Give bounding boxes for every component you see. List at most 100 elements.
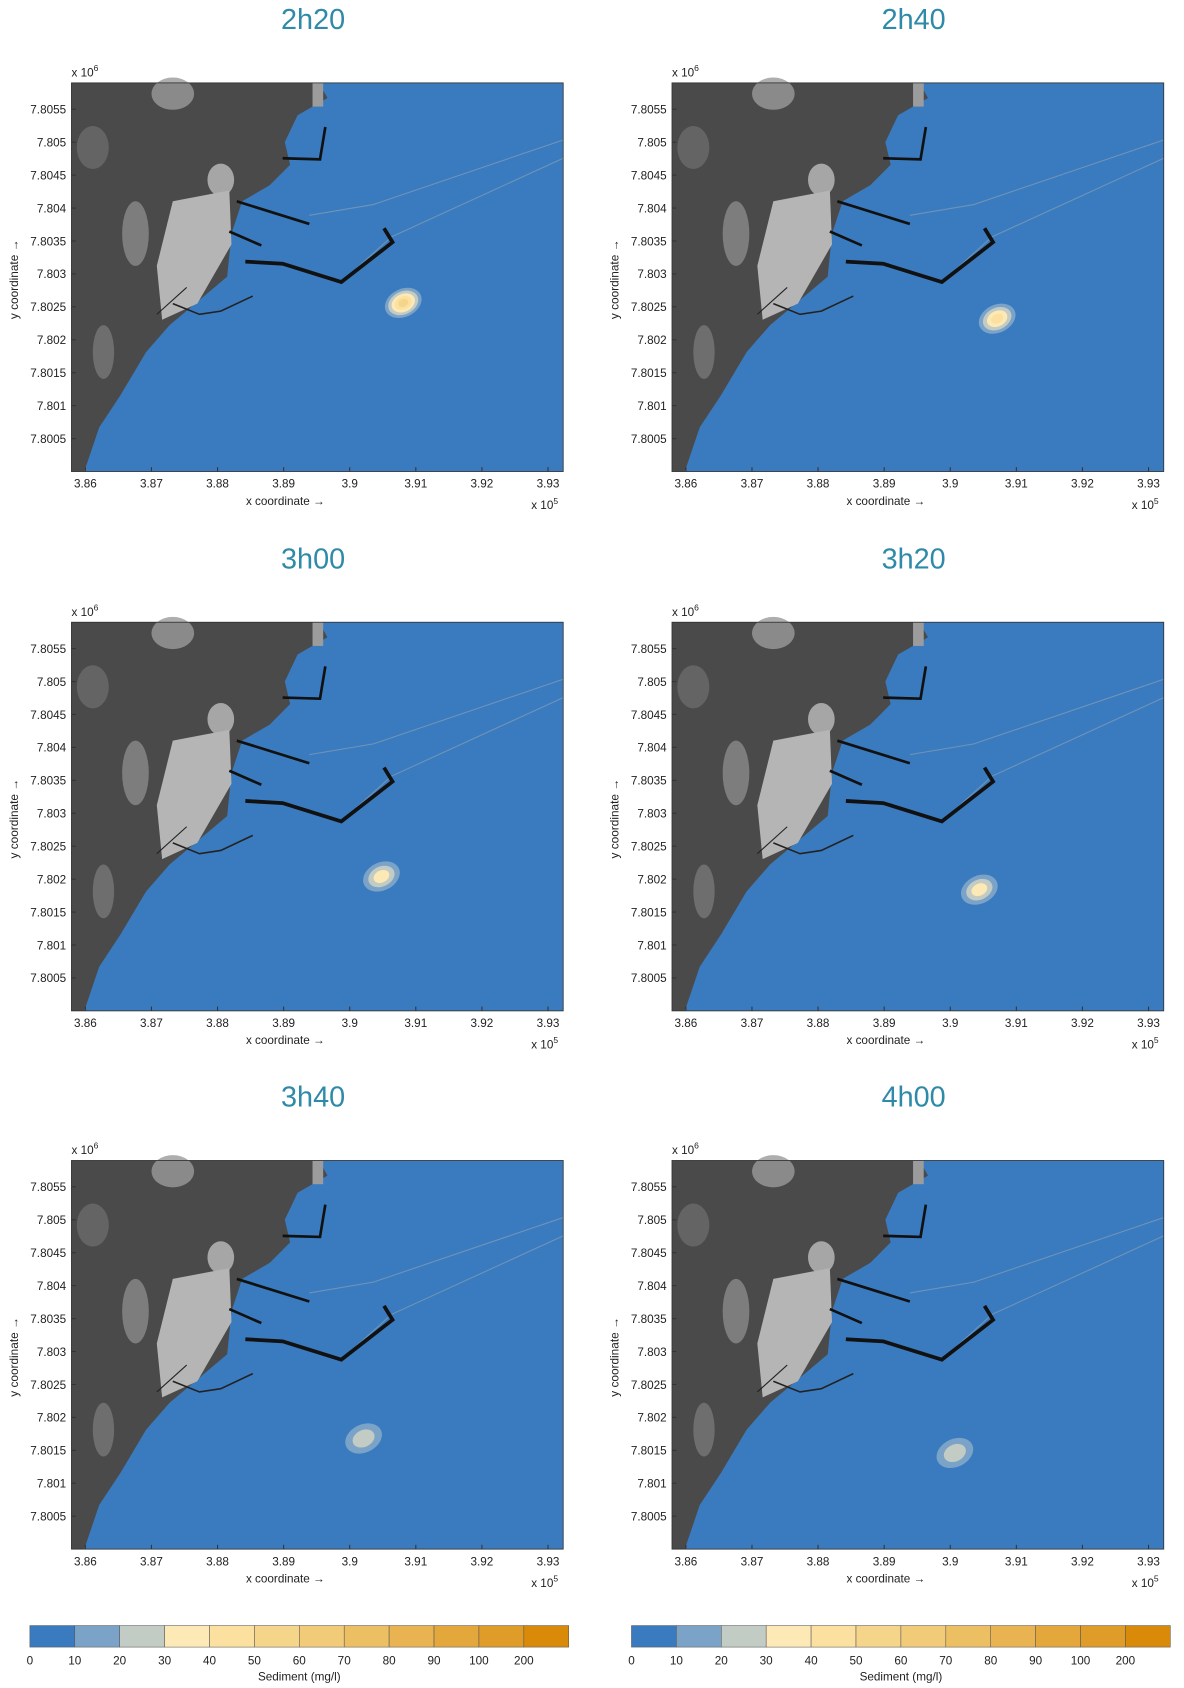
colorbar-segment	[1081, 1626, 1126, 1648]
y-multiplier-exp: 6	[94, 1141, 99, 1151]
colorbar-segment	[856, 1626, 901, 1648]
y-multiplier-exp: 6	[94, 63, 99, 73]
colorbar-label: 60	[894, 1654, 907, 1667]
map	[71, 1155, 563, 1549]
colorbar-label: 100	[1071, 1654, 1091, 1667]
panel-title: 3h00	[281, 543, 345, 575]
x-axis-label: x coordinate →	[246, 495, 325, 508]
x-tick-label: 3.86	[674, 478, 697, 491]
y-tick-label: 7.802	[37, 1412, 66, 1425]
colorbar-label: 30	[158, 1654, 171, 1667]
y-tick-label: 7.8015	[30, 906, 66, 919]
y-tick-label: 7.8005	[30, 433, 66, 446]
y-tick-label: 7.802	[37, 873, 66, 886]
x-tick-label: 3.93	[537, 478, 560, 491]
colorbar-segment	[631, 1626, 676, 1648]
map	[672, 1155, 1164, 1549]
y-tick-label: 7.8025	[631, 1379, 667, 1392]
land-patch	[677, 1204, 709, 1247]
x-tick-label: 3.9	[942, 1017, 958, 1030]
x-tick-label: 3.89	[272, 478, 295, 491]
land-patch	[122, 741, 149, 806]
x-multiplier-exp: 5	[1154, 1573, 1159, 1583]
y-tick-label: 7.8045	[631, 709, 667, 722]
x-multiplier-exp: 5	[553, 496, 558, 506]
y-multiplier-exp: 6	[694, 63, 699, 73]
y-tick-label: 7.8025	[631, 840, 667, 853]
colorbar-label: 0	[27, 1654, 34, 1667]
colorbar-label: 40	[805, 1654, 818, 1667]
land-patch	[677, 665, 709, 708]
y-tick-label: 7.8005	[631, 433, 667, 446]
y-multiplier: x 106	[71, 63, 98, 79]
colorbar-segment	[209, 1626, 254, 1648]
y-axis-label: y coordinate →	[8, 1317, 21, 1397]
x-tick-label: 3.87	[741, 1555, 764, 1568]
x-multiplier-base: x 10	[1132, 1577, 1155, 1590]
y-tick-label: 7.8025	[631, 301, 667, 314]
colorbar-label: 60	[293, 1654, 306, 1667]
y-tick-label: 7.804	[37, 1280, 67, 1293]
y-axis-label: y coordinate →	[609, 240, 622, 320]
colorbar-label: 10	[670, 1654, 683, 1667]
y-tick-label: 7.8045	[631, 1247, 667, 1260]
y-multiplier-base: x 10	[71, 1144, 94, 1157]
colorbar-label: 40	[203, 1654, 216, 1667]
x-multiplier: x 105	[1132, 1035, 1159, 1051]
x-tick-label: 3.9	[342, 1017, 358, 1030]
x-multiplier: x 105	[1132, 496, 1159, 512]
colorbar-label: 50	[849, 1654, 862, 1667]
x-multiplier: x 105	[531, 1035, 558, 1051]
colorbar-title: Sediment (mg/l)	[860, 1670, 943, 1683]
x-multiplier-exp: 5	[1154, 496, 1159, 506]
x-tick-label: 3.87	[741, 478, 764, 491]
land-patch	[752, 78, 795, 110]
land-patch	[77, 126, 109, 169]
map	[672, 78, 1164, 472]
colorbar-segment	[389, 1626, 434, 1648]
x-tick-label: 3.93	[537, 1555, 560, 1568]
y-tick-label: 7.802	[637, 1412, 666, 1425]
x-tick-label: 3.89	[272, 1017, 295, 1030]
x-tick-label: 3.86	[74, 478, 97, 491]
y-axis-label: y coordinate →	[8, 779, 21, 859]
y-multiplier: x 106	[71, 1141, 98, 1157]
y-tick-label: 7.8055	[631, 1181, 667, 1194]
x-multiplier-base: x 10	[531, 1577, 554, 1590]
y-multiplier-exp: 6	[694, 602, 699, 612]
x-tick-label: 3.92	[471, 478, 494, 491]
x-tick-label: 3.88	[206, 1555, 229, 1568]
map	[71, 617, 563, 1011]
colorbar-label: 80	[984, 1654, 997, 1667]
x-tick-label: 3.87	[140, 1555, 163, 1568]
y-tick-label: 7.805	[37, 136, 67, 149]
panel-title: 3h40	[281, 1082, 345, 1114]
y-tick-label: 7.803	[37, 808, 67, 821]
land-patch	[77, 1204, 109, 1247]
y-tick-label: 7.8045	[631, 169, 667, 182]
x-tick-label: 3.91	[404, 478, 427, 491]
y-tick-label: 7.8045	[30, 169, 66, 182]
land-patch	[122, 1279, 149, 1344]
x-tick-label: 3.93	[1137, 1017, 1160, 1030]
panel-title: 4h00	[882, 1082, 946, 1114]
page: { "axes": { "xlabel": "x coordinate \u21…	[0, 0, 1184, 1688]
x-multiplier-base: x 10	[531, 499, 554, 512]
y-tick-label: 7.805	[37, 1214, 67, 1227]
y-tick-label: 7.8005	[30, 1510, 66, 1523]
x-tick-label: 3.91	[1005, 478, 1028, 491]
x-axis-label: x coordinate →	[246, 1034, 325, 1047]
map	[71, 78, 563, 472]
colorbar-segment	[479, 1626, 524, 1648]
land-patch	[207, 164, 234, 196]
colorbar-label: 100	[469, 1654, 489, 1667]
land-patch	[207, 703, 234, 735]
y-tick-label: 7.802	[37, 334, 66, 347]
y-tick-label: 7.805	[637, 676, 667, 689]
colorbar-label: 90	[428, 1654, 441, 1667]
colorbar-segment	[344, 1626, 389, 1648]
colorbar-segment	[811, 1626, 856, 1648]
x-tick-label: 3.93	[1137, 1555, 1160, 1568]
x-multiplier-exp: 5	[553, 1573, 558, 1583]
y-tick-label: 7.801	[637, 400, 666, 413]
